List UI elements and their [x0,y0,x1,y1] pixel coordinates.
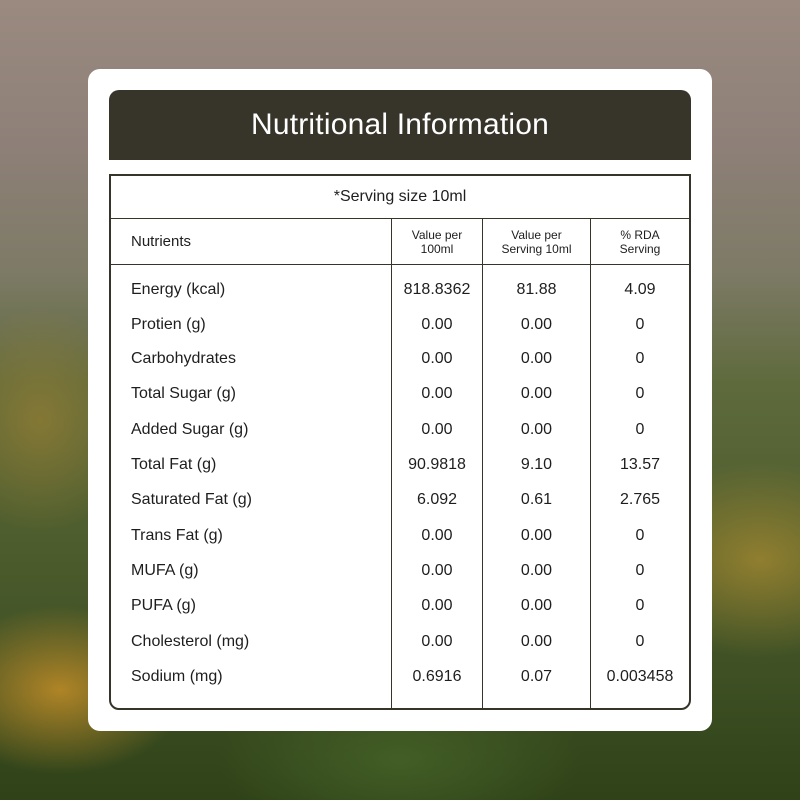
value-per-serving: 0.00 [520,596,553,614]
title-bar: Nutritional Information [109,90,691,160]
table-header-row: Nutrients Value per 100ml Value per Serv… [111,219,689,265]
value-per-100ml: 818.8362 [403,280,471,298]
nutrient-name: Carbohydrates [131,349,236,367]
nutrient-name: Energy (kcal) [131,280,226,298]
column-header-rda: % RDA Serving [591,219,689,264]
value-per-serving: 0.00 [520,384,553,402]
nutrient-name: Total Sugar (g) [131,384,236,402]
table-row: Sodium (mg) 0.6916 0.07 0.003458 [111,659,689,694]
rda-percent: 0 [635,596,645,614]
value-per-100ml: 0.00 [421,561,453,579]
value-per-100ml: 0.00 [421,349,453,367]
table-row: Carbohydrates 0.00 0.00 0 [111,341,689,376]
table-row: PUFA (g) 0.00 0.00 0 [111,588,689,623]
table-row: Protien (g) 0.00 0.00 0 [111,307,689,342]
nutrient-name: Saturated Fat (g) [131,490,252,508]
column-divider [391,219,392,708]
column-divider [482,219,483,708]
nutrient-name: Protien (g) [131,315,206,333]
value-per-serving: 9.10 [520,455,553,473]
value-per-serving: 0.00 [520,315,553,333]
column-header-per-100ml-label: Value per 100ml [411,227,463,256]
rda-percent: 0.003458 [606,667,674,685]
nutrient-name: Sodium (mg) [131,667,223,685]
value-per-serving: 0.61 [520,490,553,508]
table-row: Energy (kcal) 818.8362 81.88 4.09 [111,272,689,307]
table-row: Total Sugar (g) 0.00 0.00 0 [111,376,689,411]
value-per-serving: 0.00 [520,632,553,650]
page-title: Nutritional Information [250,108,550,141]
value-per-100ml: 90.9818 [408,455,466,473]
value-per-serving: 0.00 [520,420,553,438]
rda-percent: 0 [635,349,645,367]
value-per-serving: 0.00 [520,349,553,367]
rda-percent: 2.765 [619,490,661,508]
table-row: Cholesterol (mg) 0.00 0.00 0 [111,624,689,659]
rda-percent: 0 [635,561,645,579]
column-header-per-100ml: Value per 100ml [392,219,482,264]
value-per-serving: 0.07 [520,667,553,685]
value-per-serving: 0.00 [520,526,553,544]
nutrient-name: MUFA (g) [131,561,199,579]
table-row: Added Sugar (g) 0.00 0.00 0 [111,412,689,447]
value-per-100ml: 0.00 [421,596,453,614]
value-per-100ml: 0.00 [421,315,453,333]
rda-percent: 0 [635,315,645,333]
value-per-100ml: 0.00 [421,632,453,650]
value-per-100ml: 0.00 [421,420,453,438]
nutrition-table: *Serving size 10ml Nutrients Value per 1… [109,174,691,710]
rda-percent: 0 [635,632,645,650]
table-row: MUFA (g) 0.00 0.00 0 [111,553,689,588]
serving-size-note: *Serving size 10ml [111,176,689,219]
nutrient-name: Total Fat (g) [131,455,217,473]
nutrition-card: Nutritional Information *Serving size 10… [88,69,712,731]
value-per-100ml: 6.092 [416,490,458,508]
value-per-serving: 81.88 [516,280,557,298]
column-header-nutrients: Nutrients [131,232,192,250]
value-per-100ml: 0.00 [421,526,453,544]
rda-percent: 0 [635,420,645,438]
value-per-100ml: 0.00 [421,384,453,402]
table-row: Saturated Fat (g) 6.092 0.61 2.765 [111,482,689,517]
table-row: Trans Fat (g) 0.00 0.00 0 [111,518,689,553]
column-divider [590,219,591,708]
rda-percent: 0 [635,384,645,402]
column-header-per-serving-label: Value per Serving 10ml [501,227,572,256]
nutrient-name: Added Sugar (g) [131,420,249,438]
rda-percent: 0 [635,526,645,544]
nutrient-name: PUFA (g) [131,596,196,614]
table-row: Total Fat (g) 90.9818 9.10 13.57 [111,447,689,482]
value-per-100ml: 0.6916 [412,667,462,685]
rda-percent: 13.57 [619,455,661,473]
value-per-serving: 0.00 [520,561,553,579]
column-header-rda-label: % RDA Serving [619,227,661,256]
column-header-per-serving: Value per Serving 10ml [483,219,590,264]
rda-percent: 4.09 [624,280,656,298]
nutrient-name: Trans Fat (g) [131,526,223,544]
nutrient-name: Cholesterol (mg) [131,632,250,650]
